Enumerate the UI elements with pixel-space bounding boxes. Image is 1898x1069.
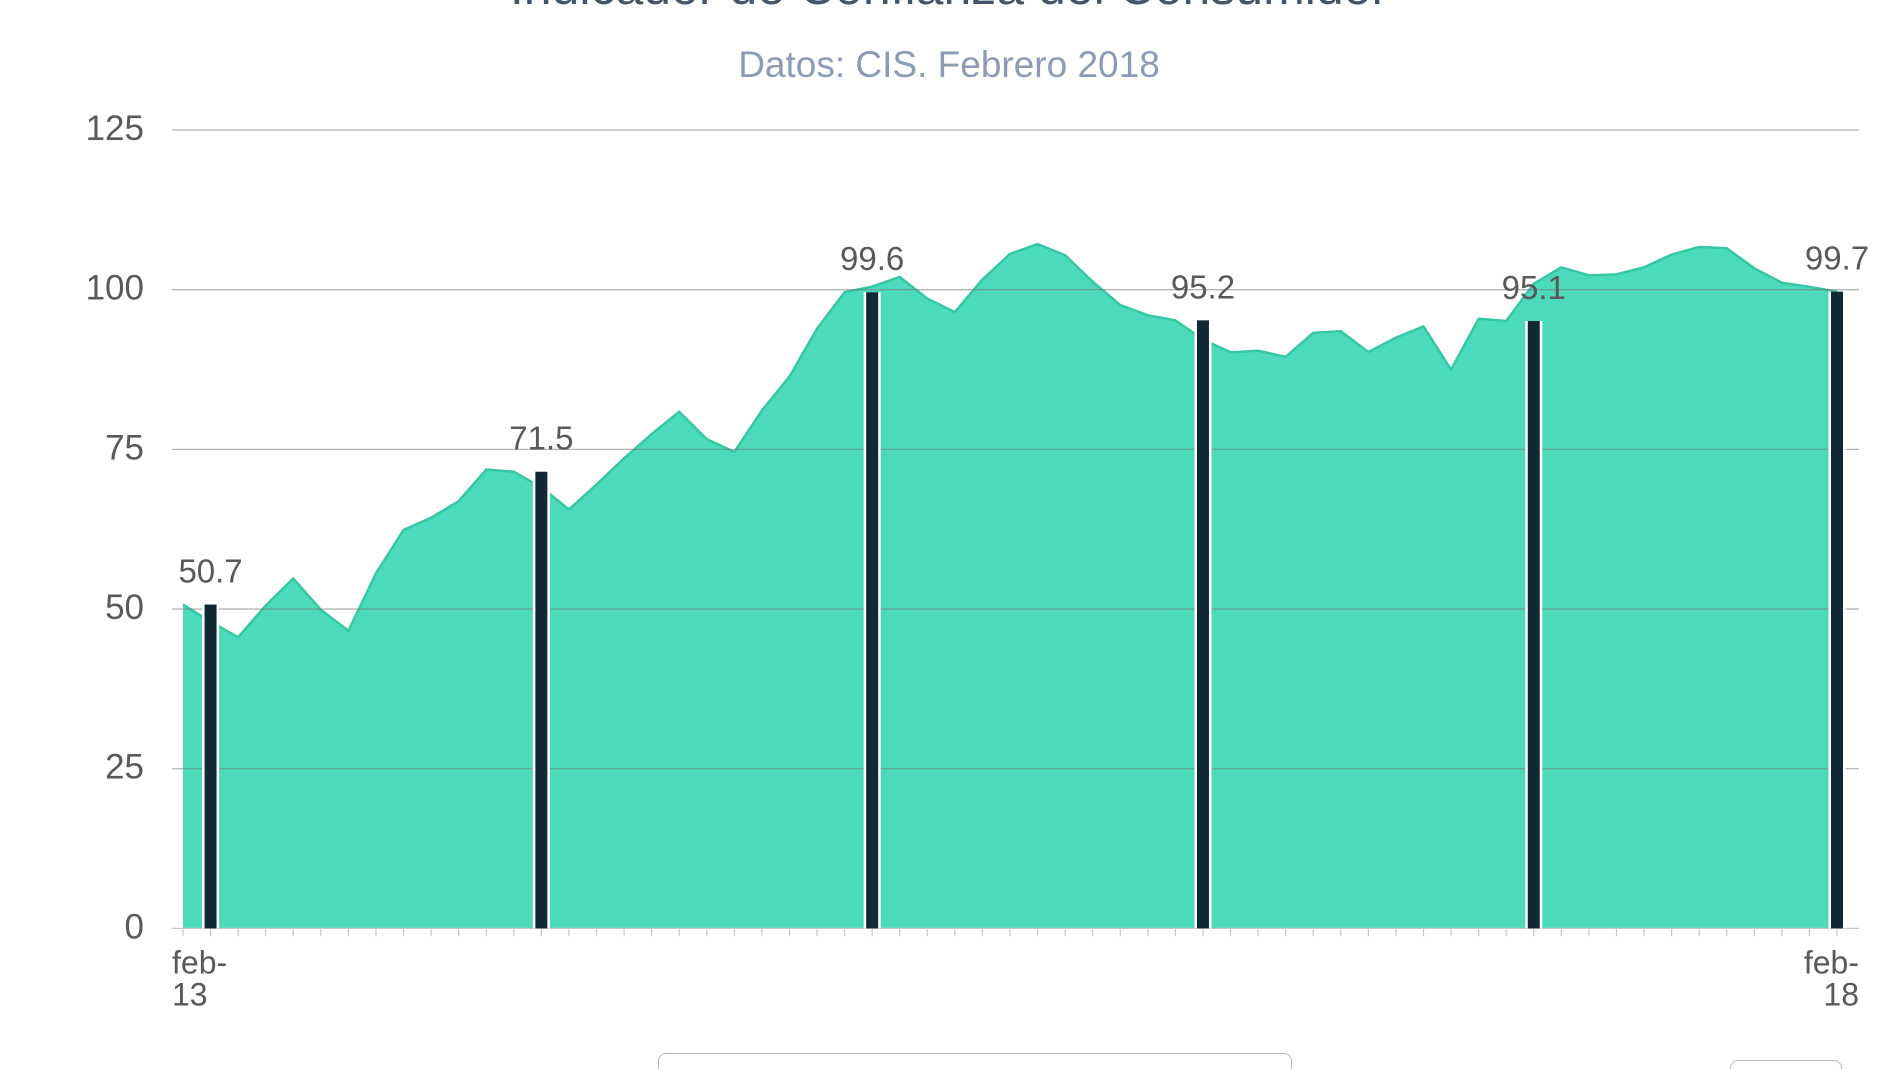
svg-text:feb-13: feb-13 — [172, 944, 227, 1012]
svg-text:100: 100 — [86, 269, 144, 308]
svg-text:0: 0 — [125, 907, 144, 946]
svg-text:71.5: 71.5 — [509, 420, 573, 457]
svg-text:99.6: 99.6 — [840, 240, 904, 277]
svg-text:50.7: 50.7 — [178, 553, 242, 590]
svg-text:99.7: 99.7 — [1805, 240, 1869, 277]
svg-text:95.2: 95.2 — [1171, 268, 1235, 305]
svg-text:125: 125 — [86, 109, 144, 148]
svg-text:25: 25 — [105, 748, 144, 787]
svg-text:95.1: 95.1 — [1502, 269, 1566, 306]
svg-text:feb-18: feb-18 — [1804, 944, 1859, 1012]
svg-text:50: 50 — [105, 588, 144, 627]
svg-text:75: 75 — [105, 428, 144, 467]
